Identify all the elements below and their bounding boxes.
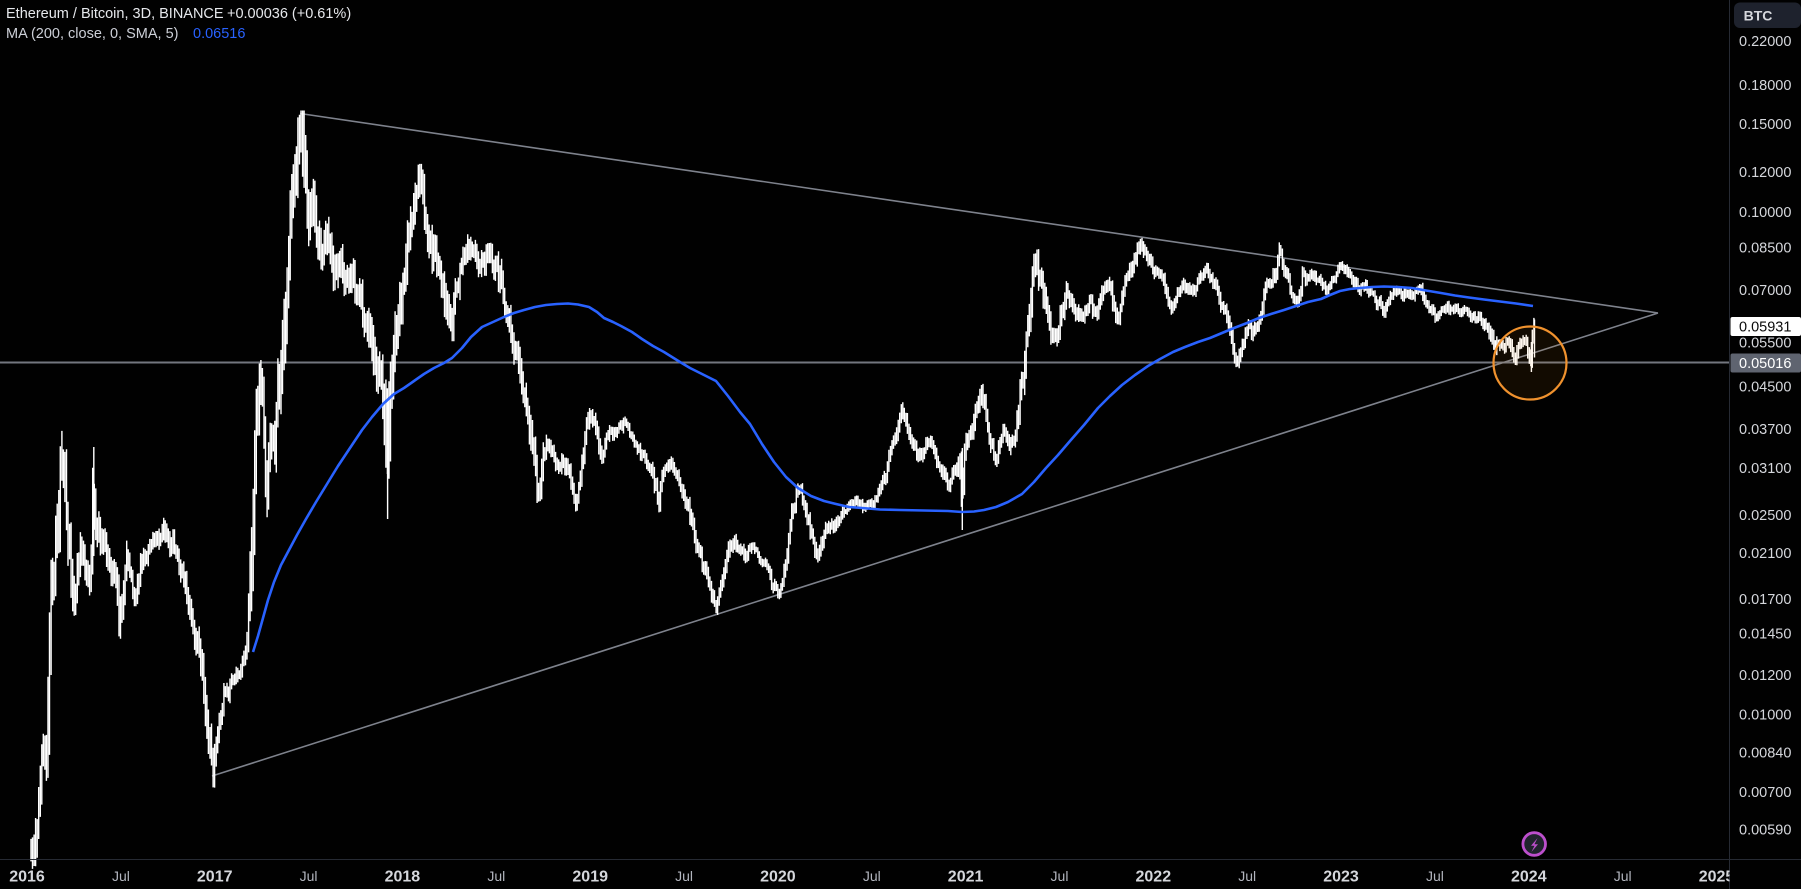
svg-text:2021: 2021 bbox=[948, 869, 984, 886]
svg-text:Jul: Jul bbox=[1051, 868, 1069, 884]
svg-text:0.02500: 0.02500 bbox=[1739, 508, 1791, 524]
svg-text:MA (200, close, 0, SMA, 5): MA (200, close, 0, SMA, 5) bbox=[6, 26, 178, 42]
svg-text:+0.00036 (+0.61%): +0.00036 (+0.61%) bbox=[227, 6, 351, 22]
svg-text:Jul: Jul bbox=[1614, 868, 1632, 884]
svg-text:0.06516: 0.06516 bbox=[193, 26, 245, 42]
svg-text:0.08500: 0.08500 bbox=[1739, 241, 1791, 257]
svg-text:BTC: BTC bbox=[1744, 7, 1773, 23]
svg-text:0.07000: 0.07000 bbox=[1739, 283, 1791, 299]
svg-text:0.02100: 0.02100 bbox=[1739, 546, 1791, 562]
svg-text:0.03700: 0.03700 bbox=[1739, 422, 1791, 438]
svg-text:0.05016: 0.05016 bbox=[1739, 356, 1791, 372]
svg-text:0.10000: 0.10000 bbox=[1739, 205, 1791, 221]
svg-text:0.00840: 0.00840 bbox=[1739, 746, 1791, 762]
svg-text:0.01000: 0.01000 bbox=[1739, 708, 1791, 724]
svg-text:Jul: Jul bbox=[675, 868, 693, 884]
svg-text:0.04500: 0.04500 bbox=[1739, 380, 1791, 396]
svg-text:0.12000: 0.12000 bbox=[1739, 165, 1791, 181]
svg-text:2022: 2022 bbox=[1136, 869, 1172, 886]
svg-text:2017: 2017 bbox=[197, 869, 233, 886]
svg-text:0.00700: 0.00700 bbox=[1739, 785, 1791, 801]
svg-text:2024: 2024 bbox=[1511, 869, 1547, 886]
svg-text:0.15000: 0.15000 bbox=[1739, 117, 1791, 133]
svg-text:Jul: Jul bbox=[1238, 868, 1256, 884]
svg-text:Jul: Jul bbox=[863, 868, 881, 884]
svg-text:2025: 2025 bbox=[1699, 869, 1735, 886]
svg-text:2019: 2019 bbox=[572, 869, 608, 886]
svg-text:0.22000: 0.22000 bbox=[1739, 34, 1791, 50]
svg-text:Jul: Jul bbox=[1426, 868, 1444, 884]
svg-text:0.03100: 0.03100 bbox=[1739, 461, 1791, 477]
svg-text:2018: 2018 bbox=[385, 869, 421, 886]
svg-text:2016: 2016 bbox=[9, 869, 45, 886]
svg-text:0.18000: 0.18000 bbox=[1739, 78, 1791, 94]
svg-text:0.01450: 0.01450 bbox=[1739, 627, 1791, 643]
svg-text:Ethereum / Bitcoin, 3D, BINANC: Ethereum / Bitcoin, 3D, BINANCE bbox=[6, 6, 224, 22]
svg-text:2020: 2020 bbox=[760, 869, 796, 886]
svg-text:Jul: Jul bbox=[112, 868, 130, 884]
svg-text:0.01200: 0.01200 bbox=[1739, 668, 1791, 684]
svg-text:Jul: Jul bbox=[487, 868, 505, 884]
svg-text:2023: 2023 bbox=[1323, 869, 1359, 886]
svg-text:0.05500: 0.05500 bbox=[1739, 336, 1791, 352]
svg-text:Jul: Jul bbox=[300, 868, 318, 884]
svg-text:0.01700: 0.01700 bbox=[1739, 592, 1791, 608]
svg-text:0.05931: 0.05931 bbox=[1739, 320, 1791, 336]
svg-text:0.00590: 0.00590 bbox=[1739, 823, 1791, 839]
